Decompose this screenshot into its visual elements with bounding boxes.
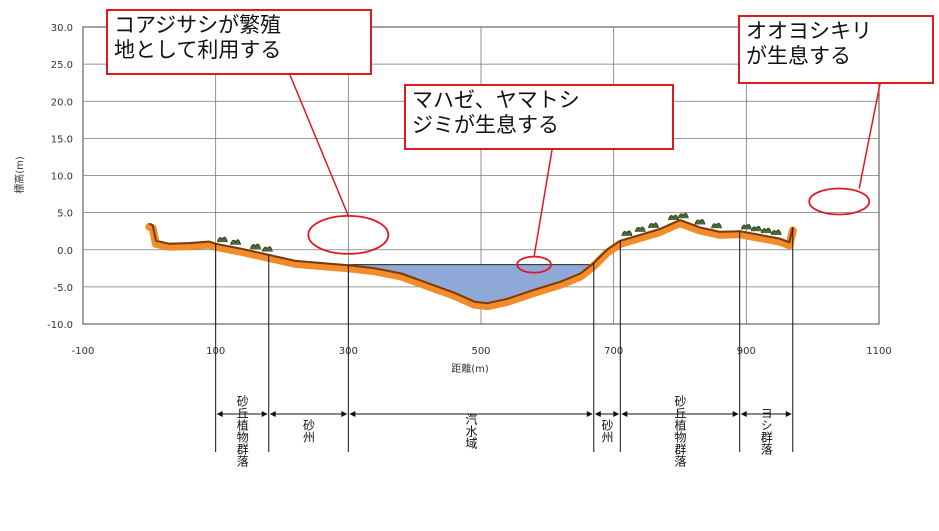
plant-mark bbox=[677, 212, 689, 219]
zone-arrowhead bbox=[216, 411, 223, 417]
callout-target-ellipse bbox=[307, 214, 390, 255]
plant-mark bbox=[740, 224, 752, 230]
zone-label: 砂州 bbox=[600, 419, 614, 443]
y-tick-label: -10.0 bbox=[47, 320, 73, 331]
callout-leader bbox=[289, 74, 350, 217]
zone-annotations: 砂丘植物群落 砂州 汽水域 砂州 砂丘植物群落 ヨシ群落 bbox=[215, 227, 794, 468]
zone-label: 砂丘植物群落 bbox=[235, 395, 249, 468]
plant-mark bbox=[261, 246, 273, 252]
x-axis-label: 距離(m) bbox=[451, 362, 489, 375]
plant-mark bbox=[760, 227, 772, 234]
zone-label: 砂州 bbox=[302, 419, 316, 443]
plant-mark bbox=[230, 239, 242, 245]
y-tick-label: 10.0 bbox=[51, 172, 73, 183]
x-tick-label: 1100 bbox=[866, 346, 891, 357]
y-tick-label: 15.0 bbox=[51, 134, 73, 145]
zone-arrowhead bbox=[586, 411, 593, 417]
plant-mark bbox=[216, 236, 228, 243]
x-tick-label: 500 bbox=[471, 346, 490, 357]
plant-mark bbox=[634, 226, 646, 233]
callout-target-ellipse bbox=[808, 187, 871, 216]
y-tick-label: -5.0 bbox=[53, 283, 73, 294]
plant-mark bbox=[770, 229, 782, 236]
callout-goby-clam: マハゼ、ヤマトシ ジミが生息する bbox=[404, 84, 674, 150]
zone-arrowhead bbox=[261, 411, 268, 417]
y-axis-label: 標高(m) bbox=[13, 156, 26, 194]
y-tick-label: 5.0 bbox=[57, 209, 73, 220]
callout-leader bbox=[533, 149, 553, 257]
zone-arrowhead bbox=[269, 411, 276, 417]
zone-arrowhead bbox=[349, 411, 356, 417]
y-tick-label: 25.0 bbox=[51, 60, 73, 71]
callout-target-ellipse bbox=[516, 255, 552, 274]
zone-arrowhead bbox=[621, 411, 628, 417]
y-tick-label: 20.0 bbox=[51, 97, 73, 108]
zone-label: 汽水域 bbox=[464, 412, 478, 449]
plant-mark bbox=[750, 225, 762, 232]
x-tick-label: 900 bbox=[737, 346, 756, 357]
callout-leaders bbox=[289, 74, 881, 274]
plant-mark bbox=[694, 219, 706, 225]
y-tick-label: 30.0 bbox=[51, 23, 73, 34]
zone-arrowhead bbox=[732, 411, 739, 417]
zone-label: 砂丘植物群落 bbox=[673, 395, 687, 468]
y-tick-labels: 30.0 25.0 20.0 15.0 10.0 5.0 0.0 -5.0 -10.0 bbox=[47, 23, 73, 331]
vegetation-marks bbox=[216, 212, 782, 252]
zone-arrowhead bbox=[785, 411, 792, 417]
callout-little-tern: コアジサシが繁殖 地として利用する bbox=[106, 9, 372, 75]
x-tick-label: 700 bbox=[604, 346, 623, 357]
plant-mark bbox=[647, 222, 659, 229]
zone-arrowhead bbox=[740, 411, 747, 417]
ground-band bbox=[145, 219, 797, 311]
callout-reed-warbler: オオヨシキリ が生息する bbox=[738, 15, 934, 84]
zone-arrowhead bbox=[594, 411, 601, 417]
x-tick-labels: -100 100 300 500 700 900 1100 bbox=[72, 346, 892, 357]
zone-arrowhead bbox=[341, 411, 348, 417]
plant-mark bbox=[711, 222, 722, 229]
callout-leader bbox=[858, 83, 881, 189]
x-tick-label: -100 bbox=[72, 346, 95, 357]
plant-mark bbox=[249, 243, 261, 250]
zone-arrowhead bbox=[613, 411, 620, 417]
ground-line bbox=[148, 219, 794, 305]
ground-profile bbox=[145, 219, 797, 311]
y-tick-label: 0.0 bbox=[57, 246, 73, 257]
zone-label: ヨシ群落 bbox=[759, 407, 773, 456]
plant-mark bbox=[621, 230, 633, 237]
plant-mark bbox=[667, 214, 679, 221]
